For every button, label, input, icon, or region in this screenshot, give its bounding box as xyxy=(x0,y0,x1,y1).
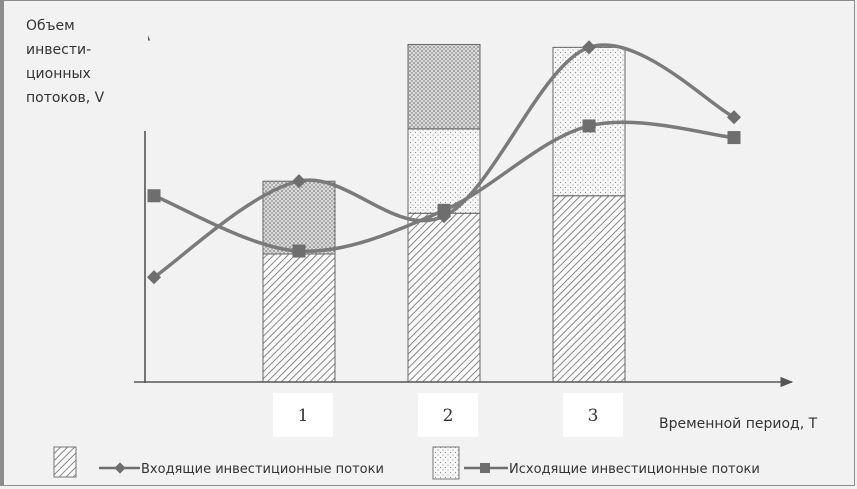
series-1-point-0 xyxy=(147,189,161,203)
x-axis-label: Временной период, T xyxy=(659,416,818,432)
bar-1-crosshatched xyxy=(262,180,336,255)
legend-swatch-hatched xyxy=(53,446,77,478)
tick-box-3 xyxy=(563,393,623,437)
x-tick-1: 1 xyxy=(298,406,309,426)
legend-diamond-icon xyxy=(114,462,126,474)
tick-box-1 xyxy=(273,393,333,437)
y-label-line-3: ционных xyxy=(26,66,91,82)
x-tick-3: 3 xyxy=(588,406,599,426)
bar-2-dotted xyxy=(407,128,481,214)
legend-label-incoming: Входящие инвестиционные потоки xyxy=(141,462,384,477)
bar-3-hatched xyxy=(552,195,626,383)
legend-swatch-dotted xyxy=(432,446,460,480)
series-1-point-1 xyxy=(292,244,306,258)
y-label-line-2: инвести- xyxy=(26,42,91,58)
series-0-point-1 xyxy=(291,174,307,189)
x-label-box xyxy=(647,404,857,439)
y-axis-label: Объем инвести- ционных потоков, V xyxy=(26,18,105,106)
series-0-point-3 xyxy=(581,40,597,55)
legend: Входящие инвестиционные потоки Исходящие… xyxy=(53,446,760,480)
series-1-point-4 xyxy=(727,131,741,145)
bar-1-hatched xyxy=(262,253,336,383)
investment-flows-chart: Объем инвести- ционных потоков, V 1 2 3 Вр… xyxy=(8,7,857,480)
x-tick-labels: 1 2 3 xyxy=(273,393,623,437)
legend-square-icon xyxy=(480,463,490,473)
series-1-point-3 xyxy=(582,119,596,133)
y-label-box xyxy=(8,7,148,131)
series-0-point-0 xyxy=(146,270,162,285)
tick-box-2 xyxy=(418,393,478,437)
series-1-point-2 xyxy=(437,203,451,217)
bar-2-crosshatched xyxy=(407,43,481,130)
lines-group xyxy=(146,40,742,285)
bars-group xyxy=(262,43,626,383)
series-0-point-4 xyxy=(726,110,742,125)
legend-label-outgoing: Исходящие инвестиционные потоки xyxy=(509,462,760,477)
y-label-line-4: потоков, V xyxy=(26,90,105,106)
bar-2-hatched xyxy=(407,212,481,383)
y-label-line-1: Объем xyxy=(26,18,75,34)
x-tick-2: 2 xyxy=(443,406,454,426)
